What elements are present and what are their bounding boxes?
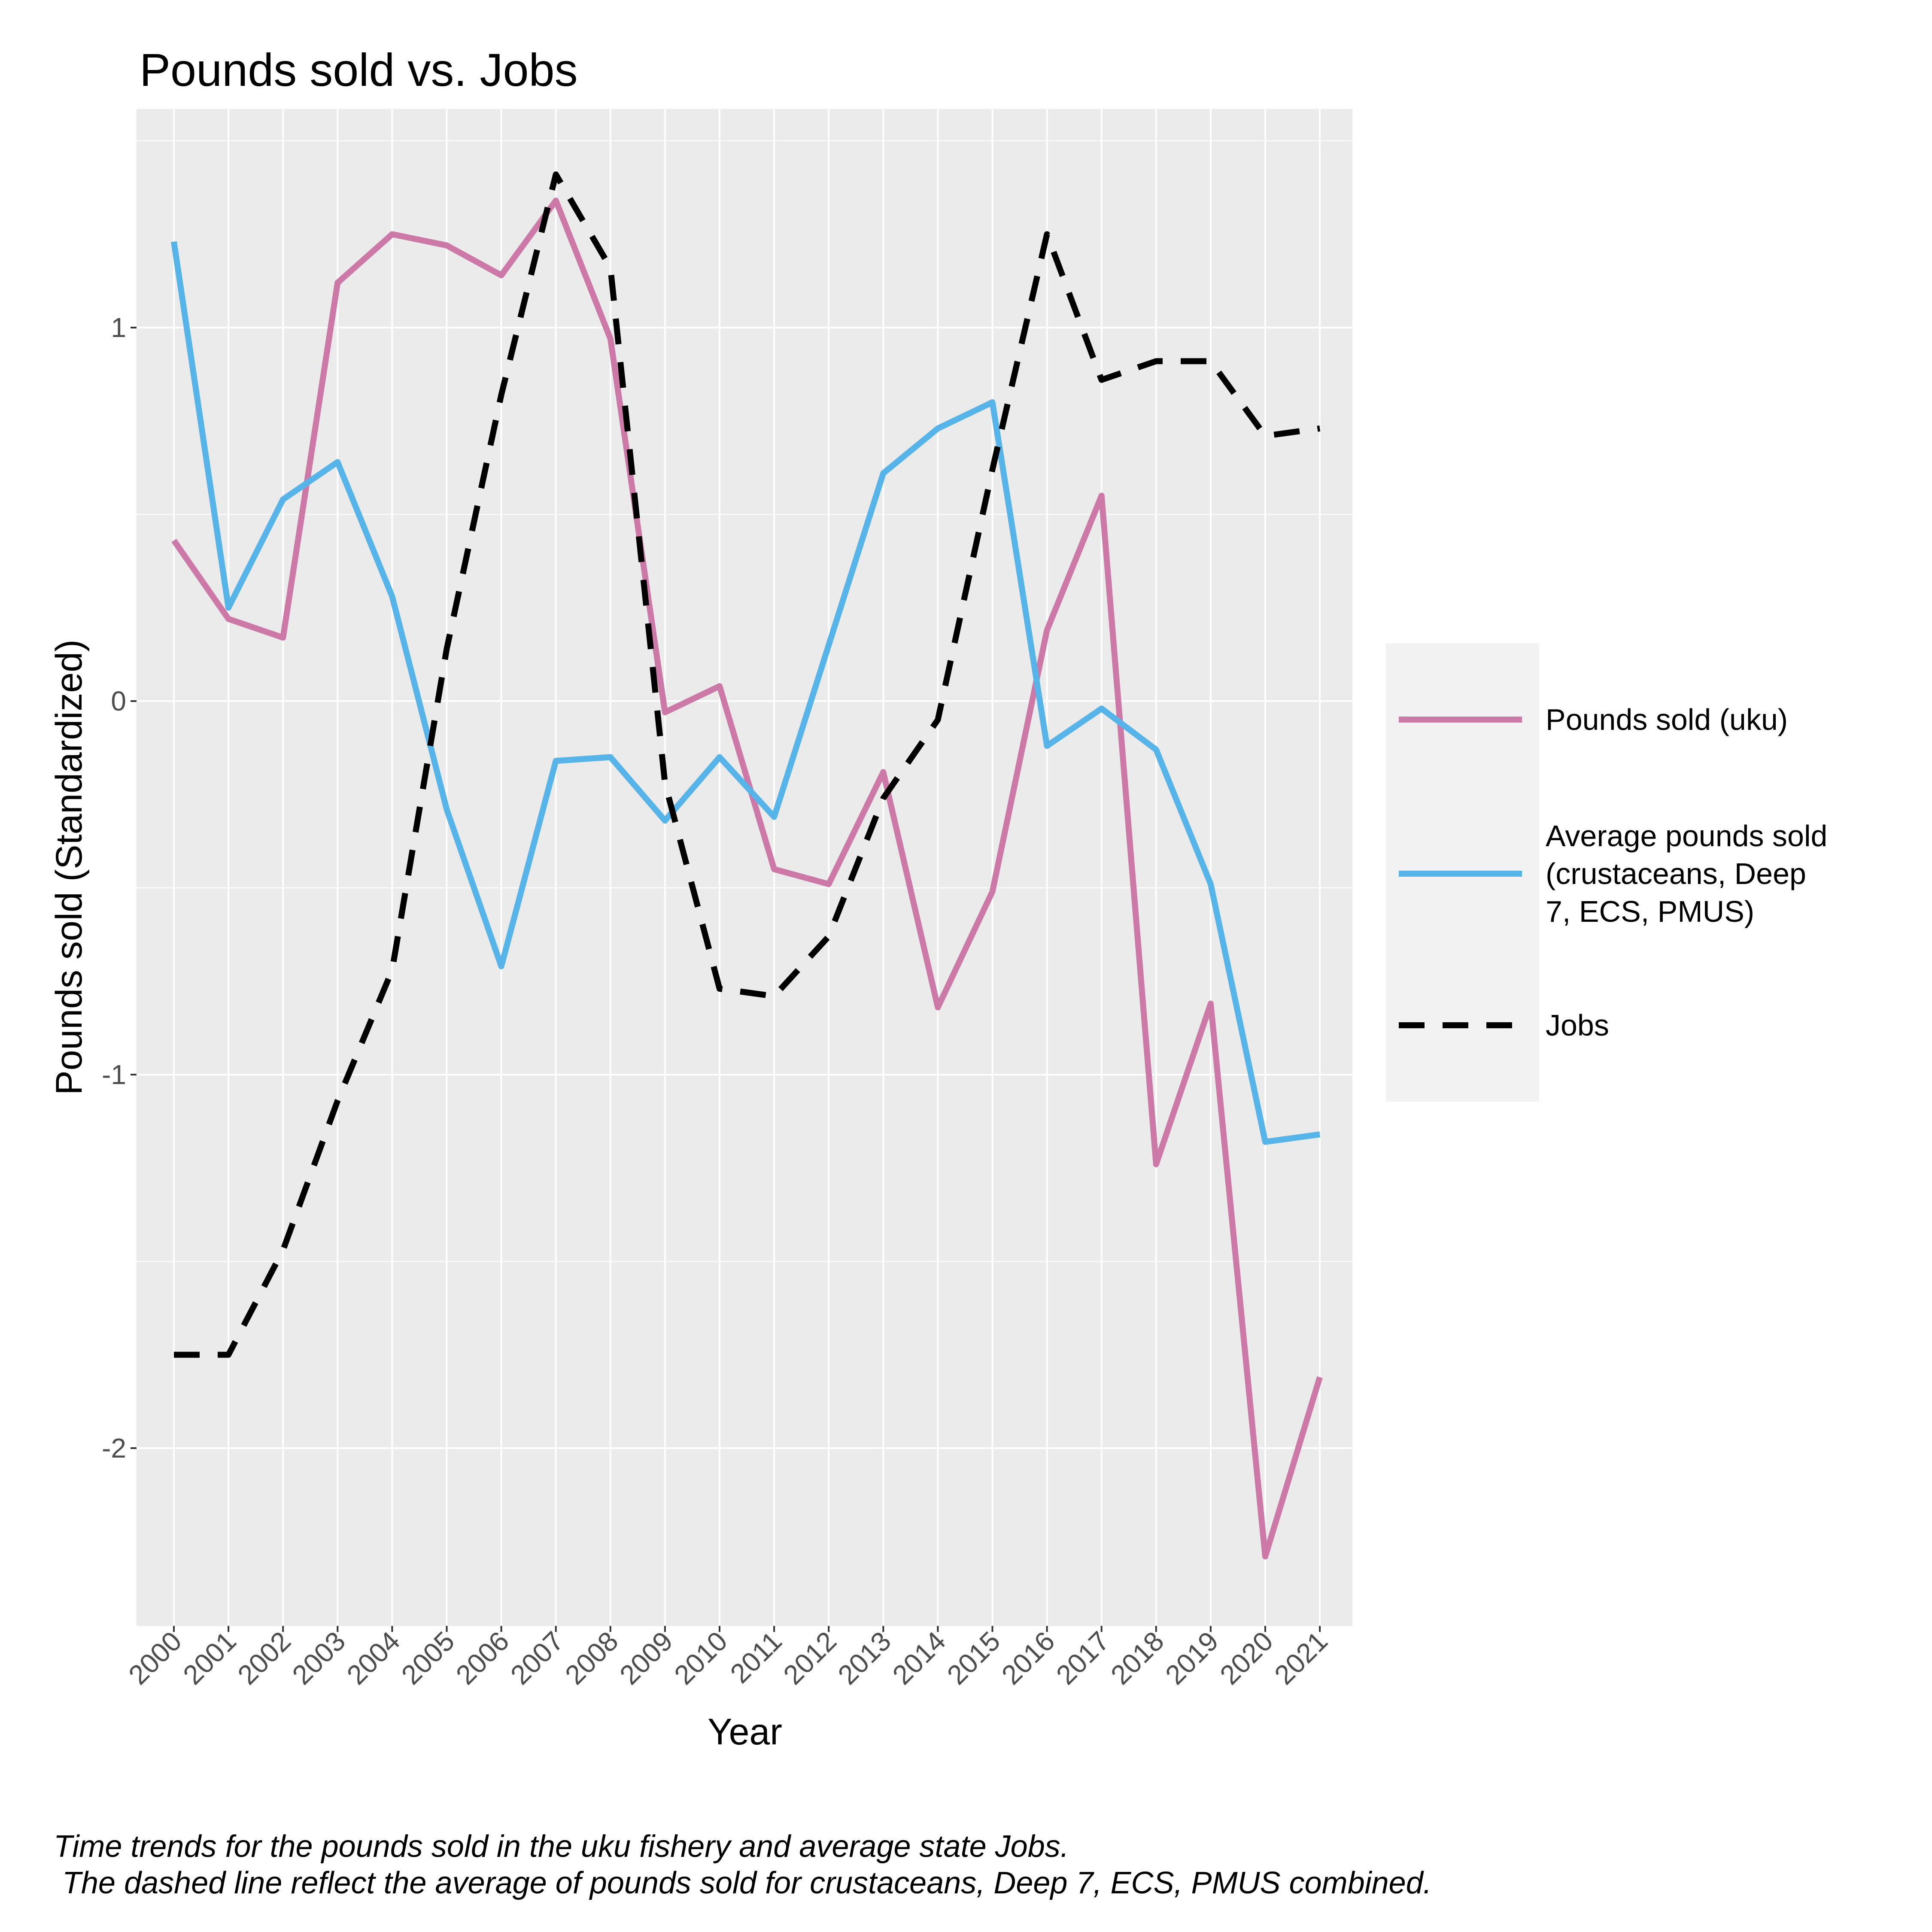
x-axis: 2000200120022003200420052006200720082009…	[122, 1625, 1334, 1691]
y-tick-label: 0	[111, 686, 126, 717]
y-axis: 1 0 -1 -2	[102, 312, 137, 1464]
y-tick-label: -1	[102, 1059, 126, 1090]
series-lines	[171, 171, 1323, 1560]
x-tick-label: 2011	[724, 1625, 788, 1689]
x-tick-label: 2017	[1050, 1625, 1115, 1691]
x-tick-label: 2002	[232, 1625, 297, 1691]
x-axis-title: Year	[708, 1711, 782, 1753]
y-tick-label: -2	[102, 1433, 126, 1464]
x-tick-label: 2006	[450, 1625, 515, 1691]
legend-label: Average pounds sold	[1546, 819, 1827, 853]
y-tick-label: 1	[111, 312, 126, 343]
grid-lines	[137, 109, 1352, 1626]
x-tick-label: 2007	[504, 1625, 570, 1691]
x-tick-label: 2015	[941, 1625, 1006, 1691]
series-line-0	[171, 197, 1323, 1560]
legend-label: Pounds sold (uku)	[1546, 703, 1788, 736]
legend-label: 7, ECS, PMUS)	[1546, 895, 1754, 928]
x-tick-label: 2008	[559, 1625, 624, 1691]
plot-panel	[137, 109, 1352, 1626]
x-tick-label: 2018	[1105, 1625, 1170, 1691]
x-tick-label: 2000	[122, 1625, 188, 1691]
x-tick-label: 2021	[1268, 1625, 1334, 1691]
x-tick-label: 2016	[996, 1625, 1061, 1691]
chart-title: Pounds sold vs. Jobs	[140, 44, 578, 96]
x-tick-label: 2020	[1214, 1625, 1279, 1691]
series-line-2	[174, 171, 1321, 1358]
x-tick-label: 2001	[177, 1625, 242, 1691]
caption-line-1: Time trends for the pounds sold in the u…	[54, 1829, 1069, 1864]
x-tick-label: 2014	[887, 1625, 952, 1691]
x-tick-label: 2004	[341, 1625, 406, 1691]
legend-label: Jobs	[1546, 1009, 1609, 1042]
x-tick-label: 2005	[395, 1625, 461, 1691]
x-tick-label: 2009	[614, 1625, 679, 1691]
legend-label: (crustaceans, Deep	[1546, 857, 1806, 890]
x-tick-label: 2010	[668, 1625, 733, 1691]
x-tick-label: 2012	[778, 1625, 843, 1691]
legend: Pounds sold (uku) Average pounds sold (cru…	[1386, 643, 1827, 1102]
caption-line-2: The dashed line reflect the average of p…	[54, 1866, 1432, 1900]
series-line-1	[171, 241, 1321, 1145]
y-axis-title: Pounds sold (Standardized)	[49, 639, 90, 1095]
x-tick-label: 2003	[286, 1625, 352, 1691]
x-tick-label: 2013	[832, 1625, 897, 1691]
x-tick-label: 2019	[1159, 1625, 1224, 1691]
